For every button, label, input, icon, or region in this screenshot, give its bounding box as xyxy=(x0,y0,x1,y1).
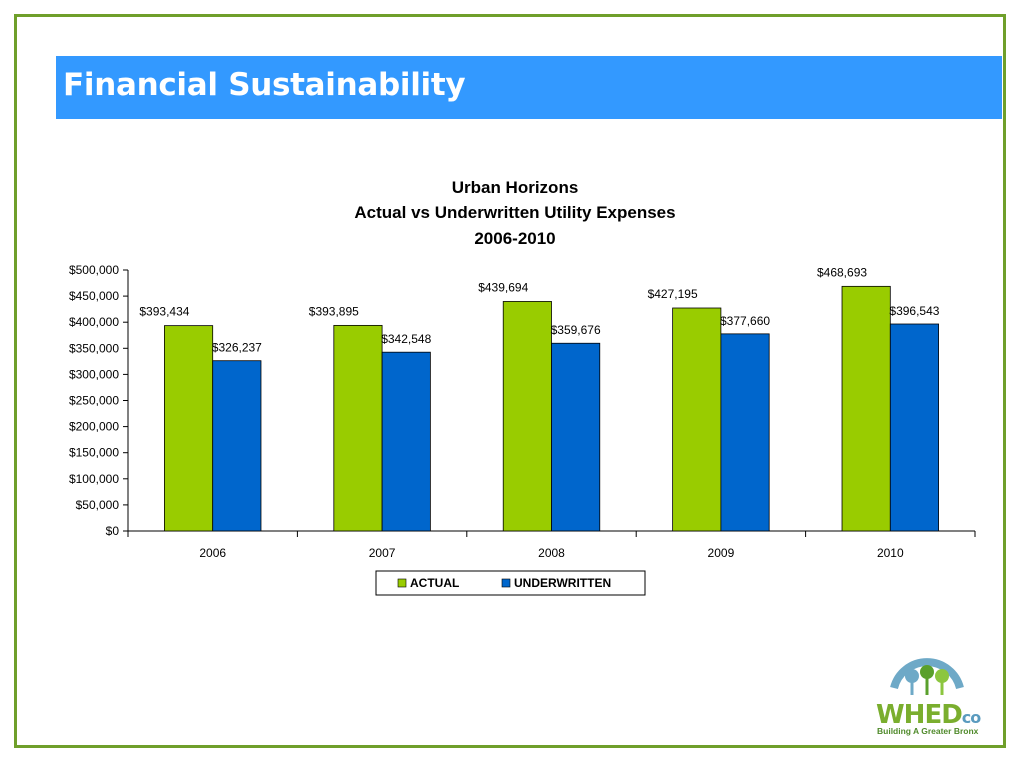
bar-underwritten xyxy=(212,360,262,532)
y-tick-label: $200,000 xyxy=(69,420,119,434)
bar-actual xyxy=(841,285,891,532)
y-tick-label: $350,000 xyxy=(69,341,119,355)
data-label: $396,543 xyxy=(889,304,939,318)
bar-actual xyxy=(164,325,214,532)
chart-title-line: Actual vs Underwritten Utility Expenses xyxy=(354,203,675,222)
y-tick-label: $500,000 xyxy=(69,263,119,277)
data-label: $377,660 xyxy=(720,314,770,328)
legend-label: ACTUAL xyxy=(410,576,459,590)
data-label: $342,548 xyxy=(381,332,431,346)
data-label: $468,693 xyxy=(817,265,867,279)
x-tick-label: 2010 xyxy=(877,546,904,560)
bar-underwritten xyxy=(551,342,601,532)
data-label: $439,694 xyxy=(478,280,528,294)
slide-frame xyxy=(14,14,1006,748)
bar-actual xyxy=(672,307,722,532)
legend-label: UNDERWRITTEN xyxy=(514,576,611,590)
data-label: $427,195 xyxy=(648,287,698,301)
data-label: $359,676 xyxy=(551,323,601,337)
bar-chart: Urban Horizons Actual vs Underwritten Uti… xyxy=(69,178,976,596)
x-tick-label: 2008 xyxy=(538,546,565,560)
bar-underwritten xyxy=(889,323,939,532)
logo-wordmark: WHEDco xyxy=(876,700,981,730)
y-tick-label: $0 xyxy=(106,524,120,538)
slide-title: Financial Sustainability xyxy=(63,67,466,103)
y-tick-label: $450,000 xyxy=(69,289,119,303)
bar-underwritten xyxy=(720,333,770,532)
data-label: $326,237 xyxy=(212,341,262,355)
y-tick-label: $50,000 xyxy=(76,498,120,512)
x-tick-label: 2007 xyxy=(369,546,396,560)
chart-title-line: 2006-2010 xyxy=(474,229,555,248)
title-bar: Financial Sustainability xyxy=(56,56,1002,119)
data-label: $393,434 xyxy=(139,305,189,319)
legend xyxy=(375,570,646,596)
bar-actual xyxy=(333,324,383,532)
x-tick-label: 2006 xyxy=(199,546,226,560)
y-tick-label: $150,000 xyxy=(69,446,119,460)
y-tick-label: $400,000 xyxy=(69,315,119,329)
logo-mark-icon xyxy=(890,658,964,695)
y-tick-label: $100,000 xyxy=(69,472,119,486)
bar-actual xyxy=(502,301,552,532)
logo-tagline: Building A Greater Bronx xyxy=(877,726,979,736)
x-tick-label: 2009 xyxy=(708,546,735,560)
whedco-logo: WHEDco Building A Greater Bronx xyxy=(872,646,984,738)
data-label: $393,895 xyxy=(309,304,359,318)
y-tick-label: $250,000 xyxy=(69,394,119,408)
legend-swatch xyxy=(501,578,511,588)
chart-title-line: Urban Horizons xyxy=(452,178,579,197)
legend-swatch xyxy=(397,578,407,588)
y-tick-label: $300,000 xyxy=(69,367,119,381)
bar-underwritten xyxy=(381,351,431,532)
